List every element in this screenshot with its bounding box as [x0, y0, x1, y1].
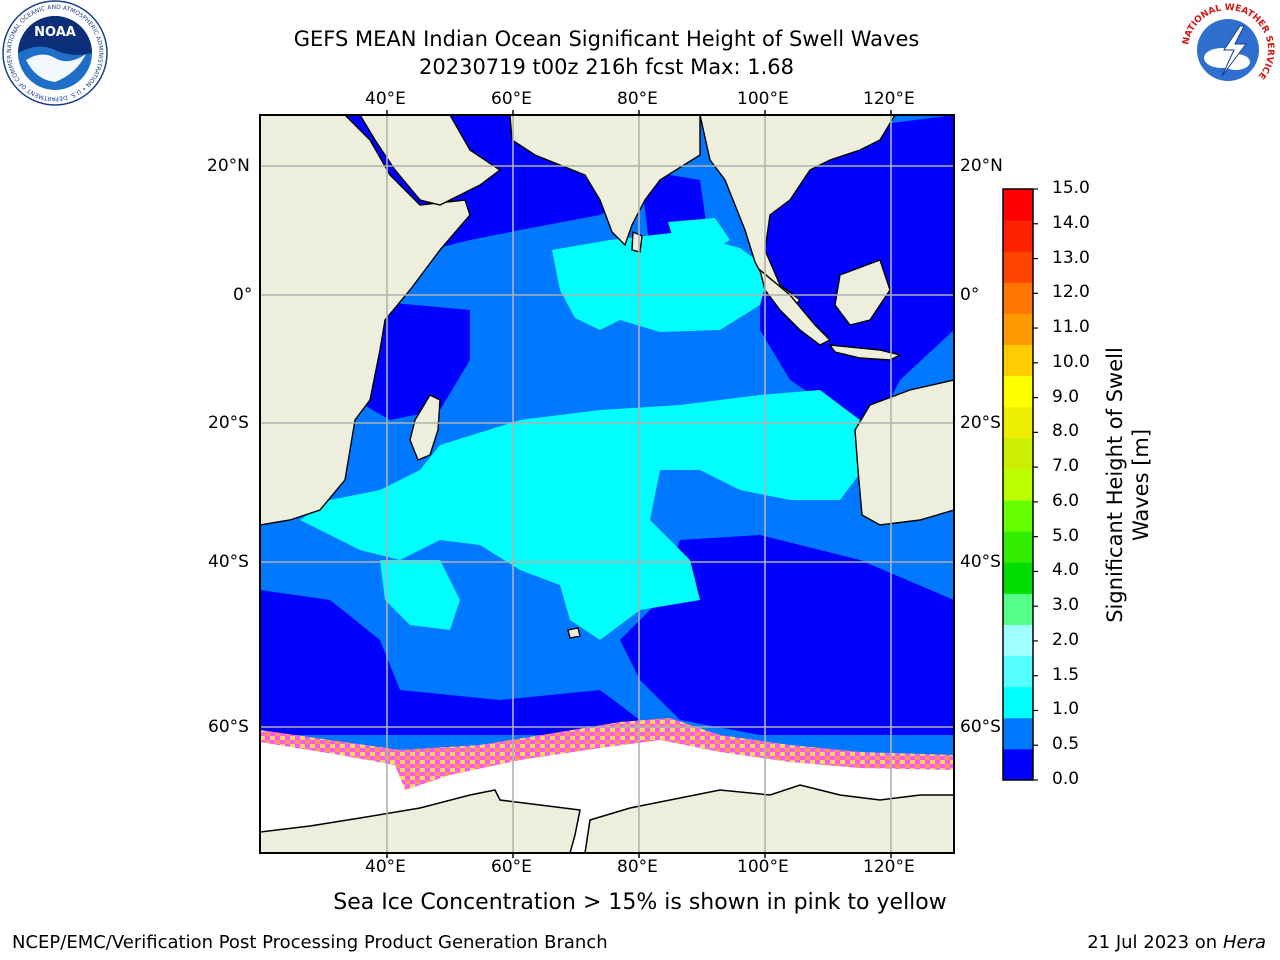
lon-tick-top-100e: 100°E: [737, 89, 789, 109]
colorbar-tick-label: 14.0: [1052, 212, 1090, 233]
colorbar-segment: [1003, 531, 1033, 563]
lon-tick-bottom-60e: 60°E: [491, 857, 532, 877]
noaa-logo-text: NOAA: [34, 25, 76, 40]
borneo-land: [834, 259, 891, 326]
colorbar-tick-label: 1.5: [1052, 664, 1080, 685]
lat-tick-right-60s: 60°S: [960, 717, 1001, 737]
colorbar-tick-label: 15.0: [1052, 178, 1090, 198]
lon-tick-bottom-120e: 120°E: [863, 857, 915, 877]
kerguelen-land: [567, 627, 581, 639]
colorbar-segment: [1003, 251, 1033, 283]
colorbar-tick-label: 8.0: [1052, 421, 1080, 442]
map-frame: [259, 114, 955, 854]
colorbar: [1003, 188, 1038, 781]
colorbar-tick-label: 6.0: [1052, 490, 1080, 511]
map-title: GEFS MEAN Indian Ocean Significant Heigh…: [293, 27, 920, 51]
lon-tick-top-60e: 60°E: [491, 89, 532, 109]
colorbar-segment: [1003, 593, 1033, 625]
sea-ice-caption: Sea Ice Concentration > 15% is shown in …: [333, 890, 947, 915]
sri-lanka-land: [631, 230, 643, 253]
colorbar-tick-label: 3.0: [1052, 595, 1080, 616]
colorbar-tick-label: 5.0: [1052, 525, 1080, 546]
footer-branch: NCEP/EMC/Verification Post Processing Pr…: [12, 932, 608, 953]
swell-band-mid: [300, 218, 870, 640]
colorbar-tick-label: 0.5: [1052, 734, 1080, 755]
colorbar-label-line2: Waves [m]: [1129, 428, 1153, 542]
colorbar-segment: [1003, 562, 1033, 594]
southeast-asia-land: [699, 115, 896, 311]
colorbar-frame: [1002, 188, 1034, 781]
lon-tick-top-80e: 80°E: [617, 89, 658, 109]
lat-tick-right-40s: 40°S: [960, 552, 1001, 572]
noaa-logo: NATIONAL OCEANIC AND ATMOSPHERIC ADMINIS…: [2, 0, 108, 106]
map-subtitle: 20230719 t00z 216h fcst Max: 1.68: [419, 55, 794, 79]
colorbar-segment: [1003, 282, 1033, 314]
colorbar-tick-label: 1.0: [1052, 699, 1080, 720]
sea-ice-edge: [260, 718, 954, 790]
colorbar-segment: [1003, 717, 1033, 750]
lat-tick-left-0: 0°: [233, 285, 253, 305]
colorbar-segment: [1003, 437, 1033, 470]
colorbar-tick-label: 11.0: [1052, 317, 1090, 338]
lon-tick-bottom-40e: 40°E: [365, 857, 406, 877]
colorbar-segment: [1003, 313, 1033, 346]
antarctica-land-east: [584, 784, 954, 853]
australia-land: [854, 379, 954, 526]
arabia-land: [359, 115, 502, 206]
colorbar-tick-label: 10.0: [1052, 351, 1090, 372]
colorbar-segment: [1003, 220, 1033, 252]
colorbar-segment: [1003, 686, 1033, 719]
colorbar-segment: [1003, 189, 1033, 221]
colorbar-tick-label: 12.0: [1052, 282, 1090, 303]
graticule: [260, 115, 954, 853]
lat-tick-right-0: 0°: [960, 285, 980, 305]
colorbar-tick-label: 13.0: [1052, 247, 1090, 268]
colorbar-tick-label: 2.0: [1052, 629, 1080, 650]
lat-tick-left-60s: 60°S: [208, 717, 249, 737]
colorbar-tick-label: 0.0: [1052, 769, 1080, 789]
lat-tick-left-40s: 40°S: [208, 552, 249, 572]
colorbar-segment: [1003, 344, 1033, 377]
colorbar-tick-label: 7.0: [1052, 456, 1080, 477]
lon-tick-bottom-100e: 100°E: [737, 857, 789, 877]
lon-tick-top-40e: 40°E: [365, 89, 406, 109]
colorbar-tick-label: 9.0: [1052, 386, 1080, 407]
sumatra-land: [758, 268, 832, 346]
colorbar-segment: [1003, 655, 1033, 688]
lat-tick-right-20n: 20°N: [960, 156, 1003, 176]
antarctica-land: [260, 789, 581, 853]
footer-date-text: 21 Jul 2023 on: [1087, 932, 1223, 953]
footer-host: Hera: [1222, 932, 1266, 953]
java-land: [828, 344, 903, 361]
colorbar-tick-label: 4.0: [1052, 560, 1080, 581]
colorbar-segment: [1003, 500, 1033, 532]
colorbar-segment: [1003, 748, 1033, 781]
lat-tick-left-20n: 20°N: [207, 156, 250, 176]
footer-date: 21 Jul 2023 on Hera: [1087, 932, 1266, 953]
india-land: [509, 115, 701, 247]
lon-tick-bottom-80e: 80°E: [617, 857, 658, 877]
lat-tick-right-20s: 20°S: [960, 413, 1001, 433]
nws-logo: NATIONAL WEATHER SERVICE: [1180, 2, 1276, 98]
colorbar-label-line1: Significant Height of Swell: [1103, 347, 1127, 623]
lon-tick-top-120e: 120°E: [863, 89, 915, 109]
lat-tick-left-20s: 20°S: [208, 413, 249, 433]
colorbar-segment: [1003, 624, 1033, 657]
colorbar-segment: [1003, 406, 1033, 439]
colorbar-segment: [1003, 468, 1033, 501]
colorbar-segment: [1003, 375, 1033, 408]
